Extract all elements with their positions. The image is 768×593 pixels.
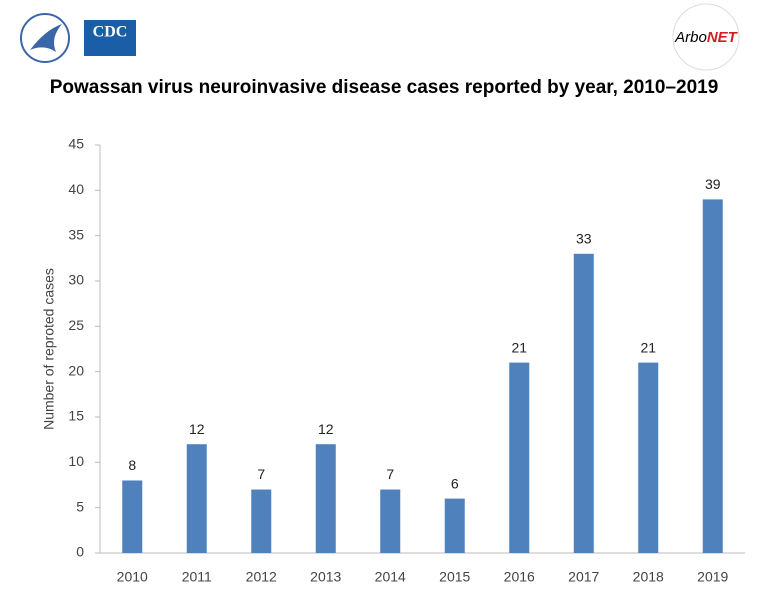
x-tick-label: 2017 xyxy=(568,569,599,585)
y-tick-label: 40 xyxy=(68,181,84,197)
x-tick-label: 2014 xyxy=(375,569,406,585)
bar xyxy=(509,362,530,553)
data-label: 7 xyxy=(386,466,394,482)
y-tick-label: 25 xyxy=(68,317,84,333)
x-tick-label: 2018 xyxy=(633,569,664,585)
bar xyxy=(444,498,465,553)
y-tick-label: 45 xyxy=(68,136,84,152)
x-tick-label: 2019 xyxy=(697,569,728,585)
x-tick-label: 2012 xyxy=(246,569,277,585)
y-tick-label: 5 xyxy=(76,498,84,514)
bar xyxy=(573,253,594,554)
y-tick-label: 15 xyxy=(68,408,84,424)
x-tick-label: 2016 xyxy=(504,569,535,585)
hhs-seal xyxy=(20,13,70,63)
y-tick-label: 20 xyxy=(68,362,84,378)
data-label: 12 xyxy=(189,421,205,437)
arbonet-logo-right: NET xyxy=(707,29,739,46)
data-label: 8 xyxy=(128,457,136,473)
arbonet-logo: ArboNET xyxy=(672,3,740,71)
x-tick-label: 2011 xyxy=(182,569,212,585)
bar xyxy=(638,362,659,553)
y-tick-label: 30 xyxy=(68,272,84,288)
arbonet-logo-left: Arbo xyxy=(674,29,707,46)
cdc-logo: CDC xyxy=(84,20,136,56)
bar xyxy=(251,489,272,553)
bar xyxy=(122,480,143,553)
data-label: 39 xyxy=(705,176,721,192)
data-label: 21 xyxy=(511,339,527,355)
x-tick-label: 2013 xyxy=(310,569,341,585)
bar xyxy=(380,489,401,553)
bar xyxy=(315,444,336,553)
data-label: 6 xyxy=(451,475,459,491)
data-label: 7 xyxy=(257,466,265,482)
cdc-logo-text: CDC xyxy=(93,24,128,41)
y-tick-label: 35 xyxy=(68,226,84,242)
data-label: 33 xyxy=(576,231,592,247)
bar xyxy=(186,444,207,553)
data-label: 21 xyxy=(640,339,656,355)
x-tick-label: 2015 xyxy=(439,569,470,585)
arbonet-logo-text: ArboNET xyxy=(674,29,739,46)
y-tick-label: 0 xyxy=(76,544,84,560)
bar xyxy=(702,199,723,553)
y-tick-label: 10 xyxy=(68,453,84,469)
data-label: 12 xyxy=(318,421,334,437)
y-axis-label: Number of reproted cases xyxy=(41,268,57,430)
x-tick-label: 2010 xyxy=(117,569,148,585)
chart-title: Powassan virus neuroinvasive disease cas… xyxy=(50,77,719,98)
